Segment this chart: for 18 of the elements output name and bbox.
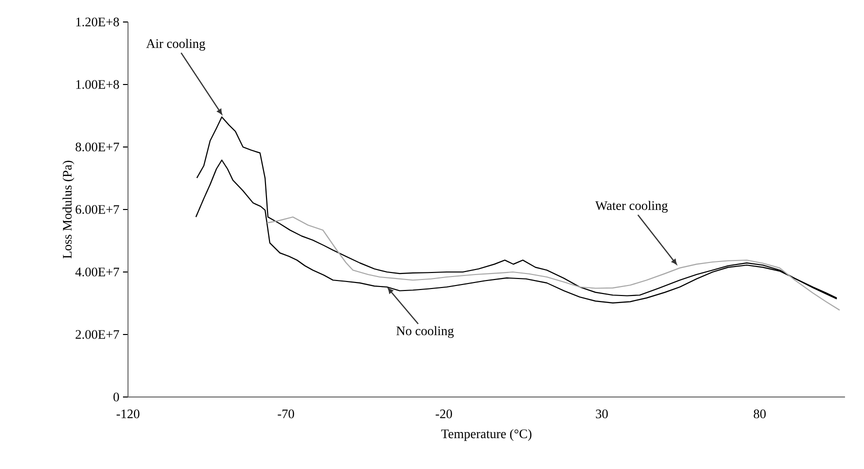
y-tick-label: 6.00E+7 bbox=[76, 205, 120, 214]
y-tick-label: 0 bbox=[114, 392, 119, 402]
y-tick-label: 8.00E+7 bbox=[76, 142, 120, 152]
x-tick-label: 30 bbox=[596, 410, 608, 418]
x-tick-label: -120 bbox=[116, 410, 140, 418]
annotation: Air cooling bbox=[146, 38, 206, 51]
x-tick-label: -20 bbox=[436, 410, 452, 418]
x-tick-label: -70 bbox=[278, 410, 294, 418]
annotation: Water cooling bbox=[595, 200, 668, 213]
annotation: No cooling bbox=[396, 326, 454, 338]
y-tick-label: 1.20E+8 bbox=[76, 18, 119, 26]
x-axis-title: Temperature (°C) bbox=[441, 429, 532, 441]
y-tick-label: 1.00E+8 bbox=[76, 80, 119, 89]
y-axis-title: Loss Modulus (Pa) bbox=[62, 160, 74, 258]
x-tick-label: 80 bbox=[754, 410, 766, 418]
y-tick-label: 4.00E+7 bbox=[75, 268, 120, 276]
line-series bbox=[266, 216, 840, 311]
y-tick-label: 2.00E+7 bbox=[76, 330, 120, 339]
